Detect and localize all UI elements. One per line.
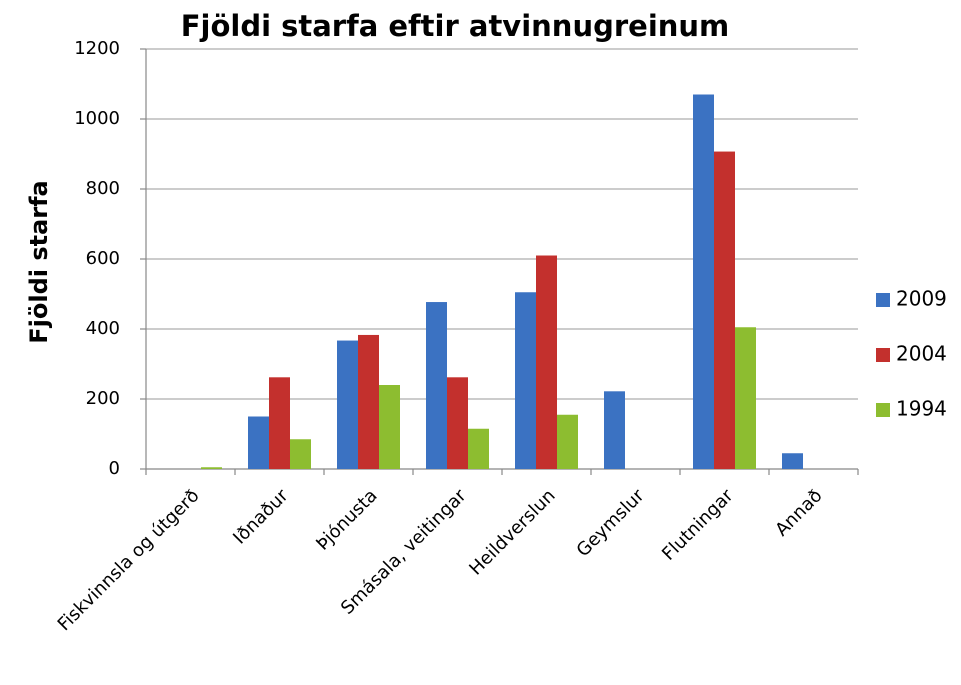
bar (604, 391, 625, 469)
y-tick-label: 0 (109, 458, 120, 479)
bar (515, 292, 536, 469)
y-tick-label: 400 (86, 318, 120, 339)
bar (557, 414, 578, 469)
y-tick-label: 200 (86, 388, 120, 409)
bar (269, 377, 290, 469)
x-tick-label: Heildverslun (465, 485, 559, 579)
x-tick-label: Annað (771, 485, 826, 540)
bar (201, 467, 222, 469)
bar (782, 453, 803, 469)
x-tick-label: Iðnaður (229, 485, 293, 549)
bar (248, 416, 269, 469)
bar (693, 94, 714, 469)
legend-swatch (876, 348, 890, 362)
x-tick-label: Þjónusta (312, 485, 381, 554)
x-tick-label: Flutningar (658, 485, 738, 565)
legend-swatch (876, 293, 890, 307)
y-tick-label: 1000 (74, 108, 120, 129)
bar (379, 385, 400, 469)
legend-label: 2009 (896, 287, 947, 311)
bar (426, 302, 447, 469)
bar (447, 377, 468, 469)
y-axis-label: Fjöldi starfa (25, 180, 53, 344)
bar (536, 255, 557, 469)
bar (468, 428, 489, 469)
bar (337, 340, 358, 469)
legend-swatch (876, 403, 890, 417)
bar (358, 334, 379, 469)
legend-label: 2004 (896, 342, 947, 366)
y-tick-label: 800 (86, 178, 120, 199)
x-tick-label: Geymslur (573, 485, 649, 561)
x-tick-label: Fiskvinnsla og útgerð (54, 485, 204, 635)
bar (735, 327, 756, 469)
bar (290, 439, 311, 469)
y-tick-label: 600 (86, 248, 120, 269)
bar (714, 151, 735, 470)
y-tick-label: 1200 (74, 38, 120, 59)
legend-label: 1994 (896, 397, 947, 421)
chart-title: Fjöldi starfa eftir atvinnugreinum (181, 9, 730, 43)
